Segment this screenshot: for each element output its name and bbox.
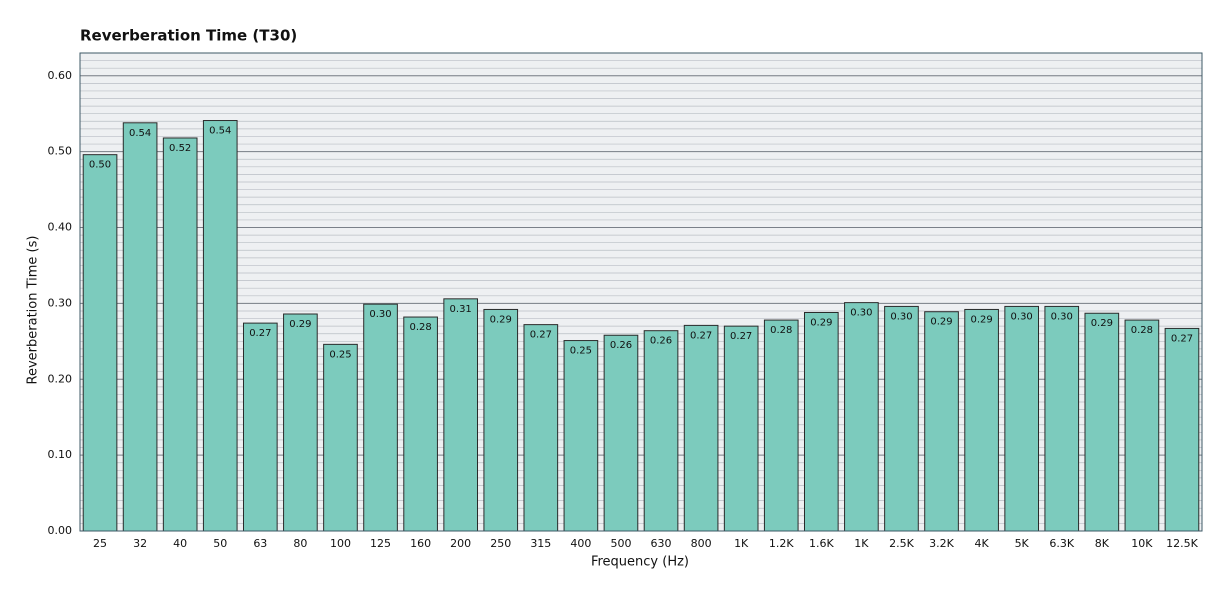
x-tick-label: 4K xyxy=(974,537,989,550)
bar xyxy=(523,324,559,532)
x-tick-label: 2.5K xyxy=(889,537,914,550)
value-label: 0.25 xyxy=(570,346,592,357)
x-tick-label: 25 xyxy=(93,537,107,550)
value-label: 0.29 xyxy=(490,314,512,325)
bar xyxy=(643,330,679,532)
bar xyxy=(1084,312,1120,532)
y-tick-label: 0.60 xyxy=(48,69,73,82)
x-tick-label: 8K xyxy=(1095,537,1110,550)
x-tick-label: 1.6K xyxy=(809,537,834,550)
value-label: 0.52 xyxy=(169,143,191,154)
y-tick-label: 0.30 xyxy=(48,296,73,309)
value-label: 0.27 xyxy=(249,328,271,339)
bar xyxy=(924,311,959,532)
value-label: 0.29 xyxy=(970,314,992,325)
x-tick-label: 3.2K xyxy=(929,537,954,550)
x-tick-label: 63 xyxy=(253,537,267,550)
bar xyxy=(162,137,198,532)
x-tick-label: 800 xyxy=(691,537,712,550)
value-label: 0.27 xyxy=(690,330,712,341)
x-tick-label: 50 xyxy=(213,537,227,550)
x-tick-label: 100 xyxy=(330,537,351,550)
y-axis-title: Reverberation Time (s) xyxy=(26,236,41,385)
value-label: 0.30 xyxy=(369,309,391,320)
bar xyxy=(242,322,278,532)
x-tick-label: 125 xyxy=(370,537,391,550)
x-tick-label: 400 xyxy=(570,537,591,550)
y-tick-label: 0.00 xyxy=(48,524,73,537)
bar xyxy=(964,308,999,532)
x-tick-label: 1.2K xyxy=(769,537,794,550)
y-tick-label: 0.20 xyxy=(48,372,73,385)
value-label: 0.28 xyxy=(409,322,431,333)
x-tick-label: 500 xyxy=(610,537,631,550)
bar xyxy=(1004,305,1040,532)
x-tick-label: 160 xyxy=(410,537,431,550)
bar xyxy=(563,340,599,532)
bar xyxy=(803,311,839,532)
y-tick-label: 0.10 xyxy=(48,448,73,461)
value-label: 0.31 xyxy=(450,304,472,315)
value-label: 0.29 xyxy=(810,317,832,328)
bar xyxy=(323,343,358,532)
value-label: 0.30 xyxy=(1051,311,1073,322)
chart-title: Reverberation Time (T30) xyxy=(80,27,297,45)
bar xyxy=(603,334,639,532)
x-tick-label: 32 xyxy=(133,537,147,550)
x-tick-label: 10K xyxy=(1131,537,1153,550)
bar xyxy=(283,313,318,532)
value-label: 0.30 xyxy=(1011,311,1033,322)
bar xyxy=(844,302,879,532)
x-tick-label: 40 xyxy=(173,537,187,550)
value-label: 0.26 xyxy=(650,336,672,347)
bar xyxy=(202,120,238,532)
bar xyxy=(82,154,118,532)
bar xyxy=(363,303,398,532)
value-label: 0.29 xyxy=(930,317,952,328)
bar xyxy=(1044,305,1080,532)
bar xyxy=(1124,319,1160,532)
x-tick-label: 200 xyxy=(450,537,471,550)
y-tick-label: 0.40 xyxy=(48,221,73,234)
value-label: 0.29 xyxy=(289,319,311,330)
x-tick-label: 80 xyxy=(293,537,307,550)
value-label: 0.30 xyxy=(850,308,872,319)
value-label: 0.27 xyxy=(530,330,552,341)
value-label: 0.50 xyxy=(89,160,111,171)
x-tick-label: 1K xyxy=(854,537,869,550)
x-tick-label: 630 xyxy=(651,537,672,550)
x-tick-label: 5K xyxy=(1015,537,1030,550)
bar xyxy=(683,324,719,532)
bar xyxy=(884,305,919,532)
bar xyxy=(403,316,438,532)
value-label: 0.54 xyxy=(129,128,151,139)
value-label: 0.26 xyxy=(610,340,632,351)
x-tick-label: 1K xyxy=(734,537,749,550)
value-label: 0.25 xyxy=(329,349,351,360)
value-label: 0.28 xyxy=(770,325,792,336)
value-label: 0.28 xyxy=(1131,325,1153,336)
x-tick-label: 250 xyxy=(490,537,511,550)
x-tick-label: 315 xyxy=(530,537,551,550)
value-label: 0.27 xyxy=(730,331,752,342)
value-label: 0.30 xyxy=(890,311,912,322)
x-tick-label: 6.3K xyxy=(1049,537,1074,550)
x-tick-label: 12.5K xyxy=(1166,537,1198,550)
value-label: 0.54 xyxy=(209,126,231,137)
bar xyxy=(122,122,158,532)
bar xyxy=(1164,327,1200,532)
bar xyxy=(443,298,479,532)
bar xyxy=(763,319,799,532)
y-tick-label: 0.50 xyxy=(48,145,73,158)
bar xyxy=(723,325,759,532)
value-label: 0.27 xyxy=(1171,333,1193,344)
bar xyxy=(483,308,519,532)
value-label: 0.29 xyxy=(1091,318,1113,329)
x-axis-title: Frequency (Hz) xyxy=(591,555,689,570)
plot-border xyxy=(79,52,1203,532)
